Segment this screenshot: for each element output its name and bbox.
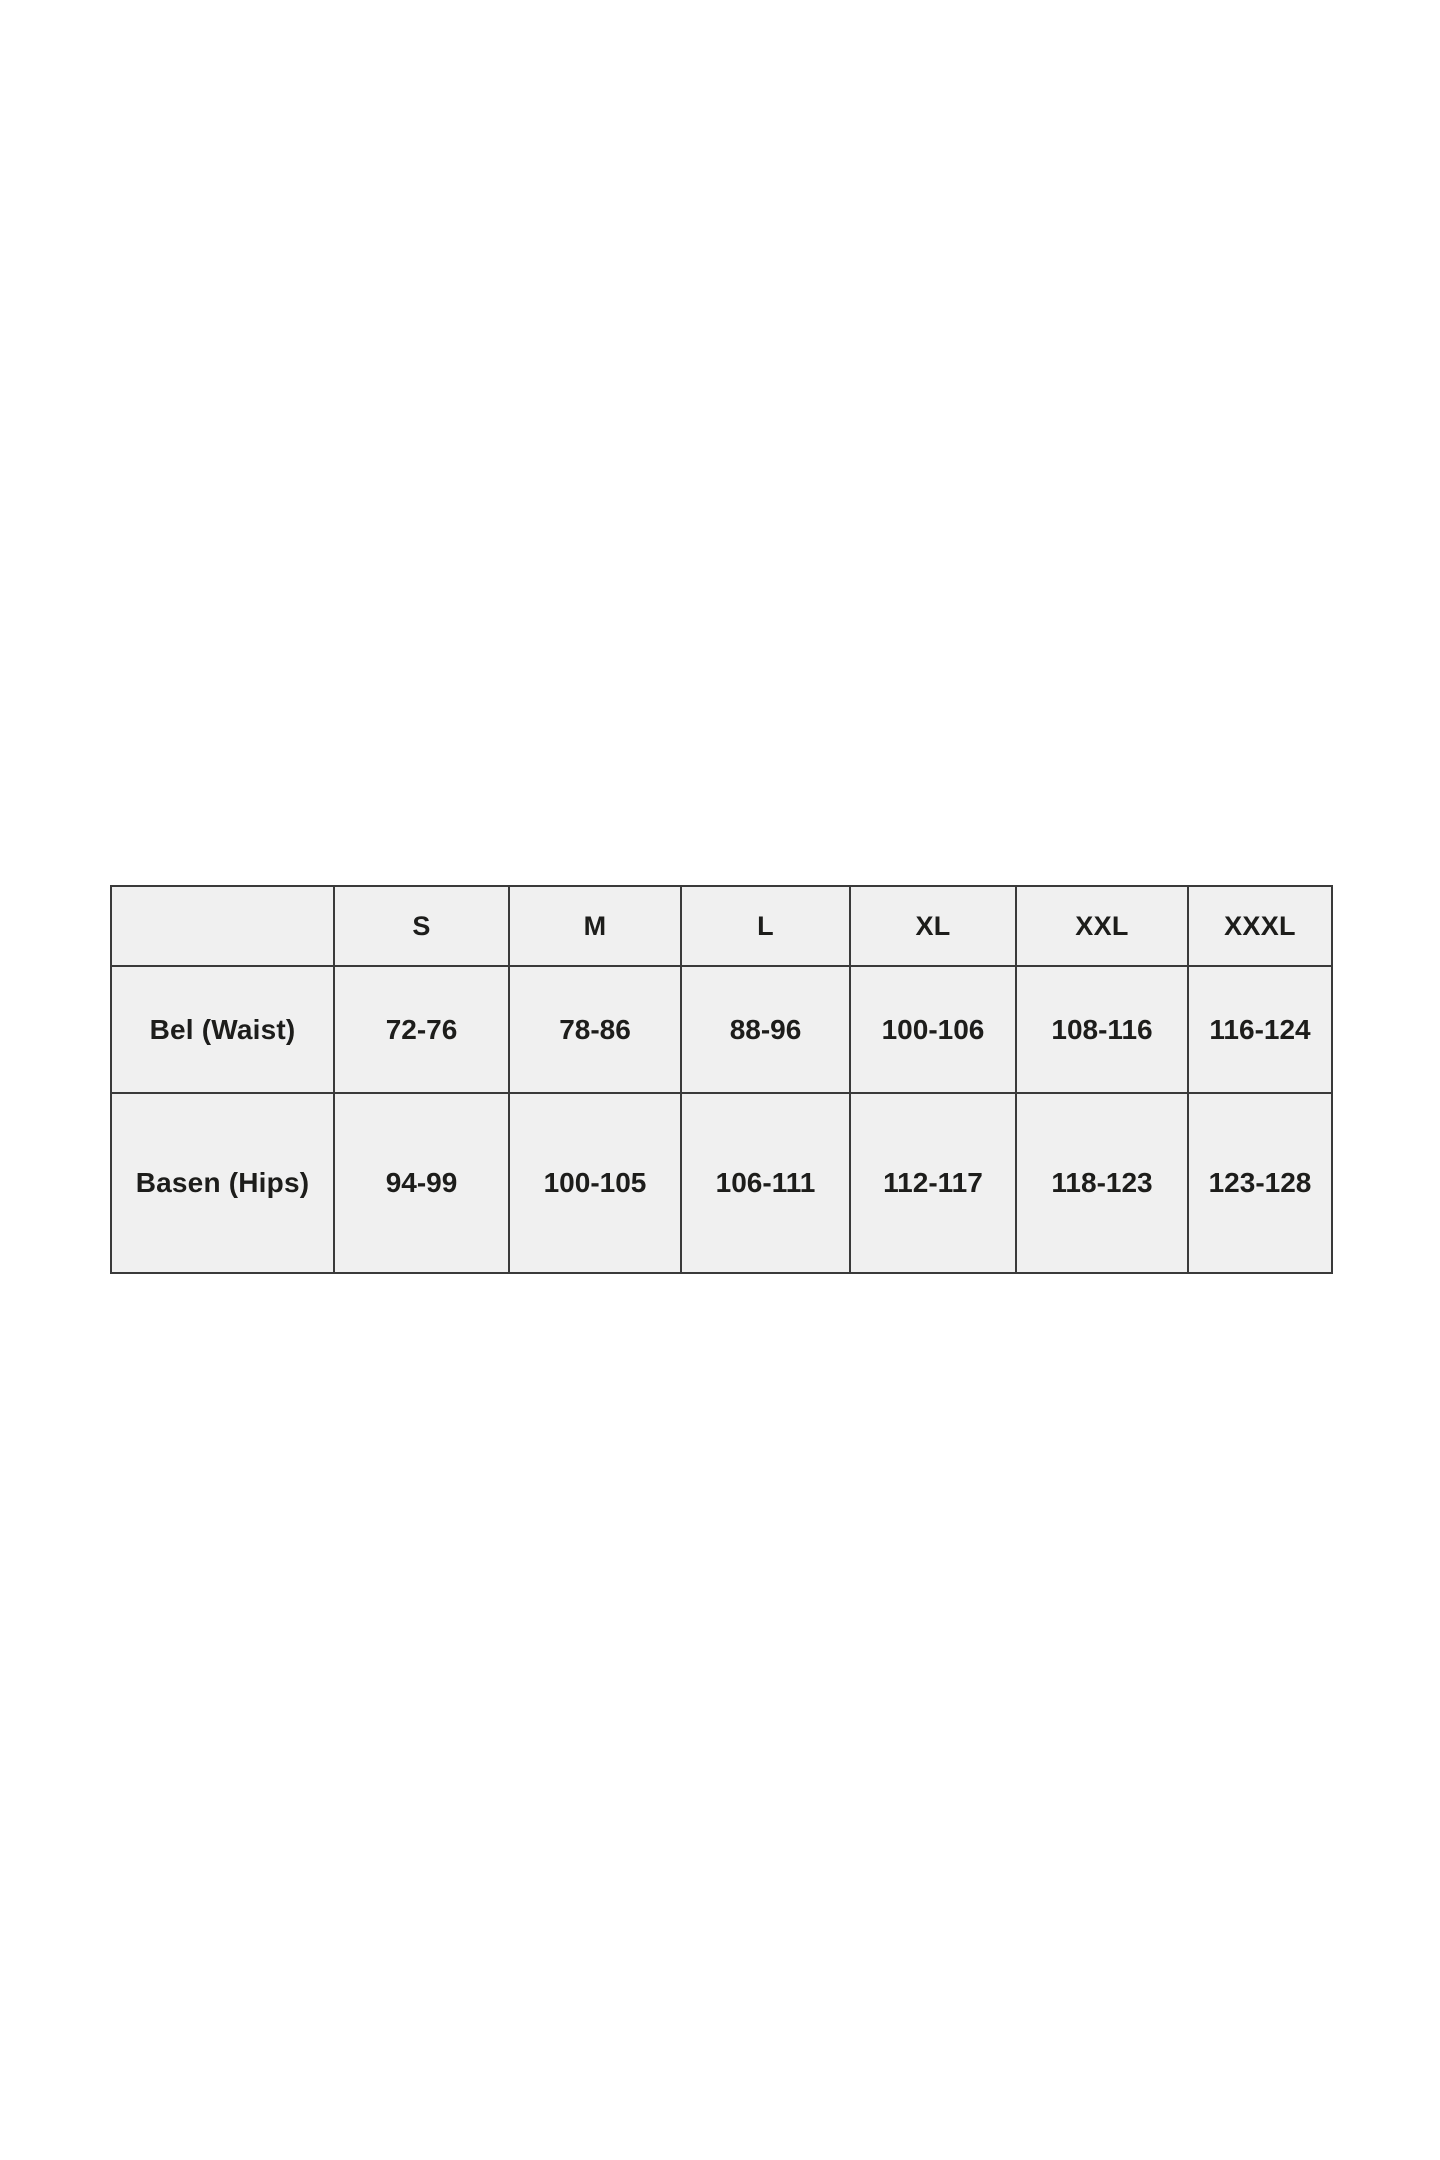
cell-hips-xl: 112-117 xyxy=(849,1092,1017,1274)
header-size-l: L xyxy=(680,885,851,967)
cell-hips-m: 100-105 xyxy=(508,1092,682,1274)
table-row: Basen (Hips) 94-99 100-105 106-111 112-1… xyxy=(110,1092,1333,1274)
header-size-xl: XL xyxy=(849,885,1017,967)
header-size-s: S xyxy=(333,885,510,967)
cell-waist-xxxl: 116-124 xyxy=(1187,965,1333,1094)
header-size-xxxl: XXXL xyxy=(1187,885,1333,967)
cell-hips-l: 106-111 xyxy=(680,1092,851,1274)
table-header-row: S M L XL XXL XXXL xyxy=(110,885,1333,967)
table-row: Bel (Waist) 72-76 78-86 88-96 100-106 10… xyxy=(110,965,1333,1094)
cell-waist-xxl: 108-116 xyxy=(1015,965,1189,1094)
header-corner-blank xyxy=(110,885,335,967)
cell-hips-xxxl: 123-128 xyxy=(1187,1092,1333,1274)
cell-waist-s: 72-76 xyxy=(333,965,510,1094)
cell-hips-xxl: 118-123 xyxy=(1015,1092,1189,1274)
cell-waist-xl: 100-106 xyxy=(849,965,1017,1094)
cell-waist-l: 88-96 xyxy=(680,965,851,1094)
header-size-xxl: XXL xyxy=(1015,885,1189,967)
row-label-hips: Basen (Hips) xyxy=(110,1092,335,1274)
size-chart-table: S M L XL XXL XXXL Bel (Waist) 72-76 78-8… xyxy=(110,885,1333,1274)
header-size-m: M xyxy=(508,885,682,967)
row-label-waist: Bel (Waist) xyxy=(110,965,335,1094)
cell-hips-s: 94-99 xyxy=(333,1092,510,1274)
size-chart-container: S M L XL XXL XXXL Bel (Waist) 72-76 78-8… xyxy=(110,885,1333,1274)
cell-waist-m: 78-86 xyxy=(508,965,682,1094)
